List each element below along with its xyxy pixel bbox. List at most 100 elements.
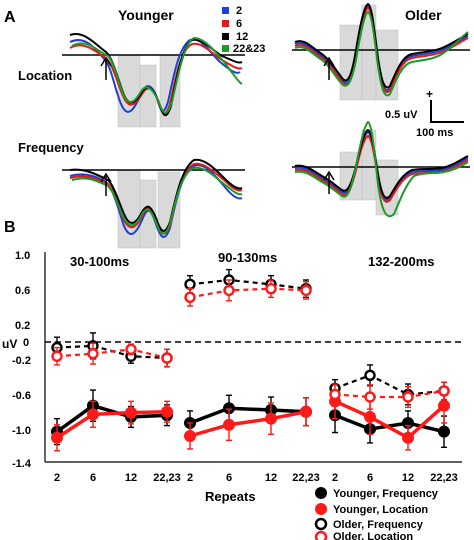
younger-location-point <box>438 399 450 412</box>
younger-location-point <box>364 410 376 423</box>
legend-label-older-frequency: Older, Frequency <box>333 519 424 531</box>
older-location-line <box>334 389 445 399</box>
younger-location-point <box>300 405 312 418</box>
younger-location-line <box>334 399 446 440</box>
older-frequency-point <box>364 369 376 382</box>
y-tick-label: 0 <box>23 337 29 349</box>
younger-frequency-point <box>438 425 450 438</box>
x-tick-label: 12 <box>265 472 277 484</box>
younger-location-point <box>184 430 196 442</box>
younger-location-line <box>56 409 168 440</box>
younger-location-point <box>161 405 173 418</box>
younger-title: Younger <box>118 7 174 23</box>
younger-location-point <box>51 431 63 444</box>
older-location-point <box>265 282 277 295</box>
y-tick-label: 0.6 <box>15 285 30 297</box>
x-tick-label: 22,23 <box>292 472 320 484</box>
younger-location-point <box>402 431 414 444</box>
x-tick-label: 2 <box>54 472 60 484</box>
waveform-22-23 <box>294 121 469 218</box>
x-tick-label: 12 <box>402 472 414 484</box>
younger-location-line <box>189 410 307 438</box>
older-location-point <box>364 391 376 403</box>
older-location-point <box>329 388 341 401</box>
older-location-point <box>300 284 312 297</box>
waveform-22-23 <box>71 166 243 235</box>
window-label-2: 90-130ms <box>218 250 277 265</box>
y-tick-label: -1.0 <box>12 425 31 437</box>
x-tick-label: 2 <box>187 472 193 484</box>
window-shade <box>157 171 181 249</box>
erp-younger-frequency <box>69 158 243 238</box>
onset-arrow <box>100 172 112 196</box>
x-tick-label: 12 <box>125 472 137 484</box>
panel-b-plot <box>51 268 450 452</box>
waveform-22-23 <box>71 37 243 114</box>
row-frequency-label: Frequency <box>18 140 85 155</box>
y-tick-labels: 1.0 0.6 0.2 0 -0.2 -0.6 -1.0 -1.4 <box>12 250 32 470</box>
y-unit-label: uV <box>2 337 17 351</box>
older-location-point <box>438 385 450 397</box>
panel-b-label: B <box>4 219 16 236</box>
x-tick-labels: 2 6 12 22,23 2 6 12 22,23 2 6 12 22,23 <box>54 472 458 484</box>
younger-frequency-line <box>189 406 307 425</box>
legend-marker-younger-frequency <box>315 487 327 499</box>
older-location-point <box>223 284 235 297</box>
older-location-point <box>125 343 137 356</box>
window-shade <box>139 64 157 128</box>
younger-location-point <box>265 412 277 425</box>
y-tick-label: 1.0 <box>15 250 30 262</box>
older-frequency-line <box>189 278 307 290</box>
panel-a-legend: 2 6 12 22&23 <box>222 5 265 55</box>
younger-location-point <box>223 418 235 431</box>
y-tick-label: 0.2 <box>15 320 30 332</box>
legend-label-older-location: Older, Location <box>333 531 413 540</box>
onset-arrow <box>100 56 112 80</box>
y-tick-label: -0.6 <box>12 390 31 402</box>
y-tick-label: -0.2 <box>12 355 31 367</box>
x-tick-label: 22,23 <box>430 472 458 484</box>
legend-label-12: 12 <box>236 31 248 43</box>
legend-swatch-2 <box>222 7 229 14</box>
older-location-point <box>87 347 99 360</box>
y-tick-label: -1.4 <box>12 458 32 470</box>
panel-b-legend: Younger, Frequency Younger, Location Old… <box>314 487 439 540</box>
legend-swatch-22-23 <box>222 45 229 52</box>
older-location-point <box>51 350 63 362</box>
older-frequency-line <box>334 374 445 396</box>
waveform-12 <box>69 158 243 232</box>
scale-x-label: 100 ms <box>416 127 453 139</box>
legend-marker-younger-location <box>315 503 327 515</box>
scale-plus: + <box>426 87 433 101</box>
scale-y-label: 0.5 uV <box>385 109 418 121</box>
window-label-3: 132-200ms <box>368 254 435 269</box>
window-label-1: 30-100ms <box>70 254 129 269</box>
onset-arrow <box>323 170 335 194</box>
erp-younger-location <box>69 33 243 117</box>
legend-label-6: 6 <box>236 18 242 30</box>
scale-bar-lines <box>430 100 464 123</box>
younger-location-point <box>87 408 99 421</box>
panel-b: B 30-100ms 90-130ms 132-200ms uV 1.0 0.6… <box>2 219 462 540</box>
legend-swatch-6 <box>222 20 229 27</box>
older-title: Older <box>405 7 442 23</box>
onset-arrow <box>323 56 335 80</box>
panel-a: A Younger Older Location Frequency 2 6 1… <box>4 3 470 249</box>
row-location-label: Location <box>18 68 72 83</box>
older-location-point <box>161 352 173 364</box>
older-location-point <box>402 391 414 403</box>
x-tick-label: 22,23 <box>153 472 181 484</box>
scale-bar: + 0.5 uV 100 ms <box>385 87 464 139</box>
legend-label-2: 2 <box>236 5 242 17</box>
legend-label-younger-frequency: Younger, Frequency <box>333 488 439 500</box>
x-axis-label: Repeats <box>205 489 256 504</box>
x-tick-label: 6 <box>90 472 96 484</box>
erp-older-location <box>294 3 469 97</box>
older-frequency-point <box>184 278 196 291</box>
legend-label-younger-location: Younger, Location <box>333 504 428 516</box>
legend-swatch-12 <box>222 33 229 40</box>
legend-marker-older-location <box>314 530 328 540</box>
x-tick-label: 6 <box>226 472 232 484</box>
legend-label-22-23: 22&23 <box>233 43 265 55</box>
